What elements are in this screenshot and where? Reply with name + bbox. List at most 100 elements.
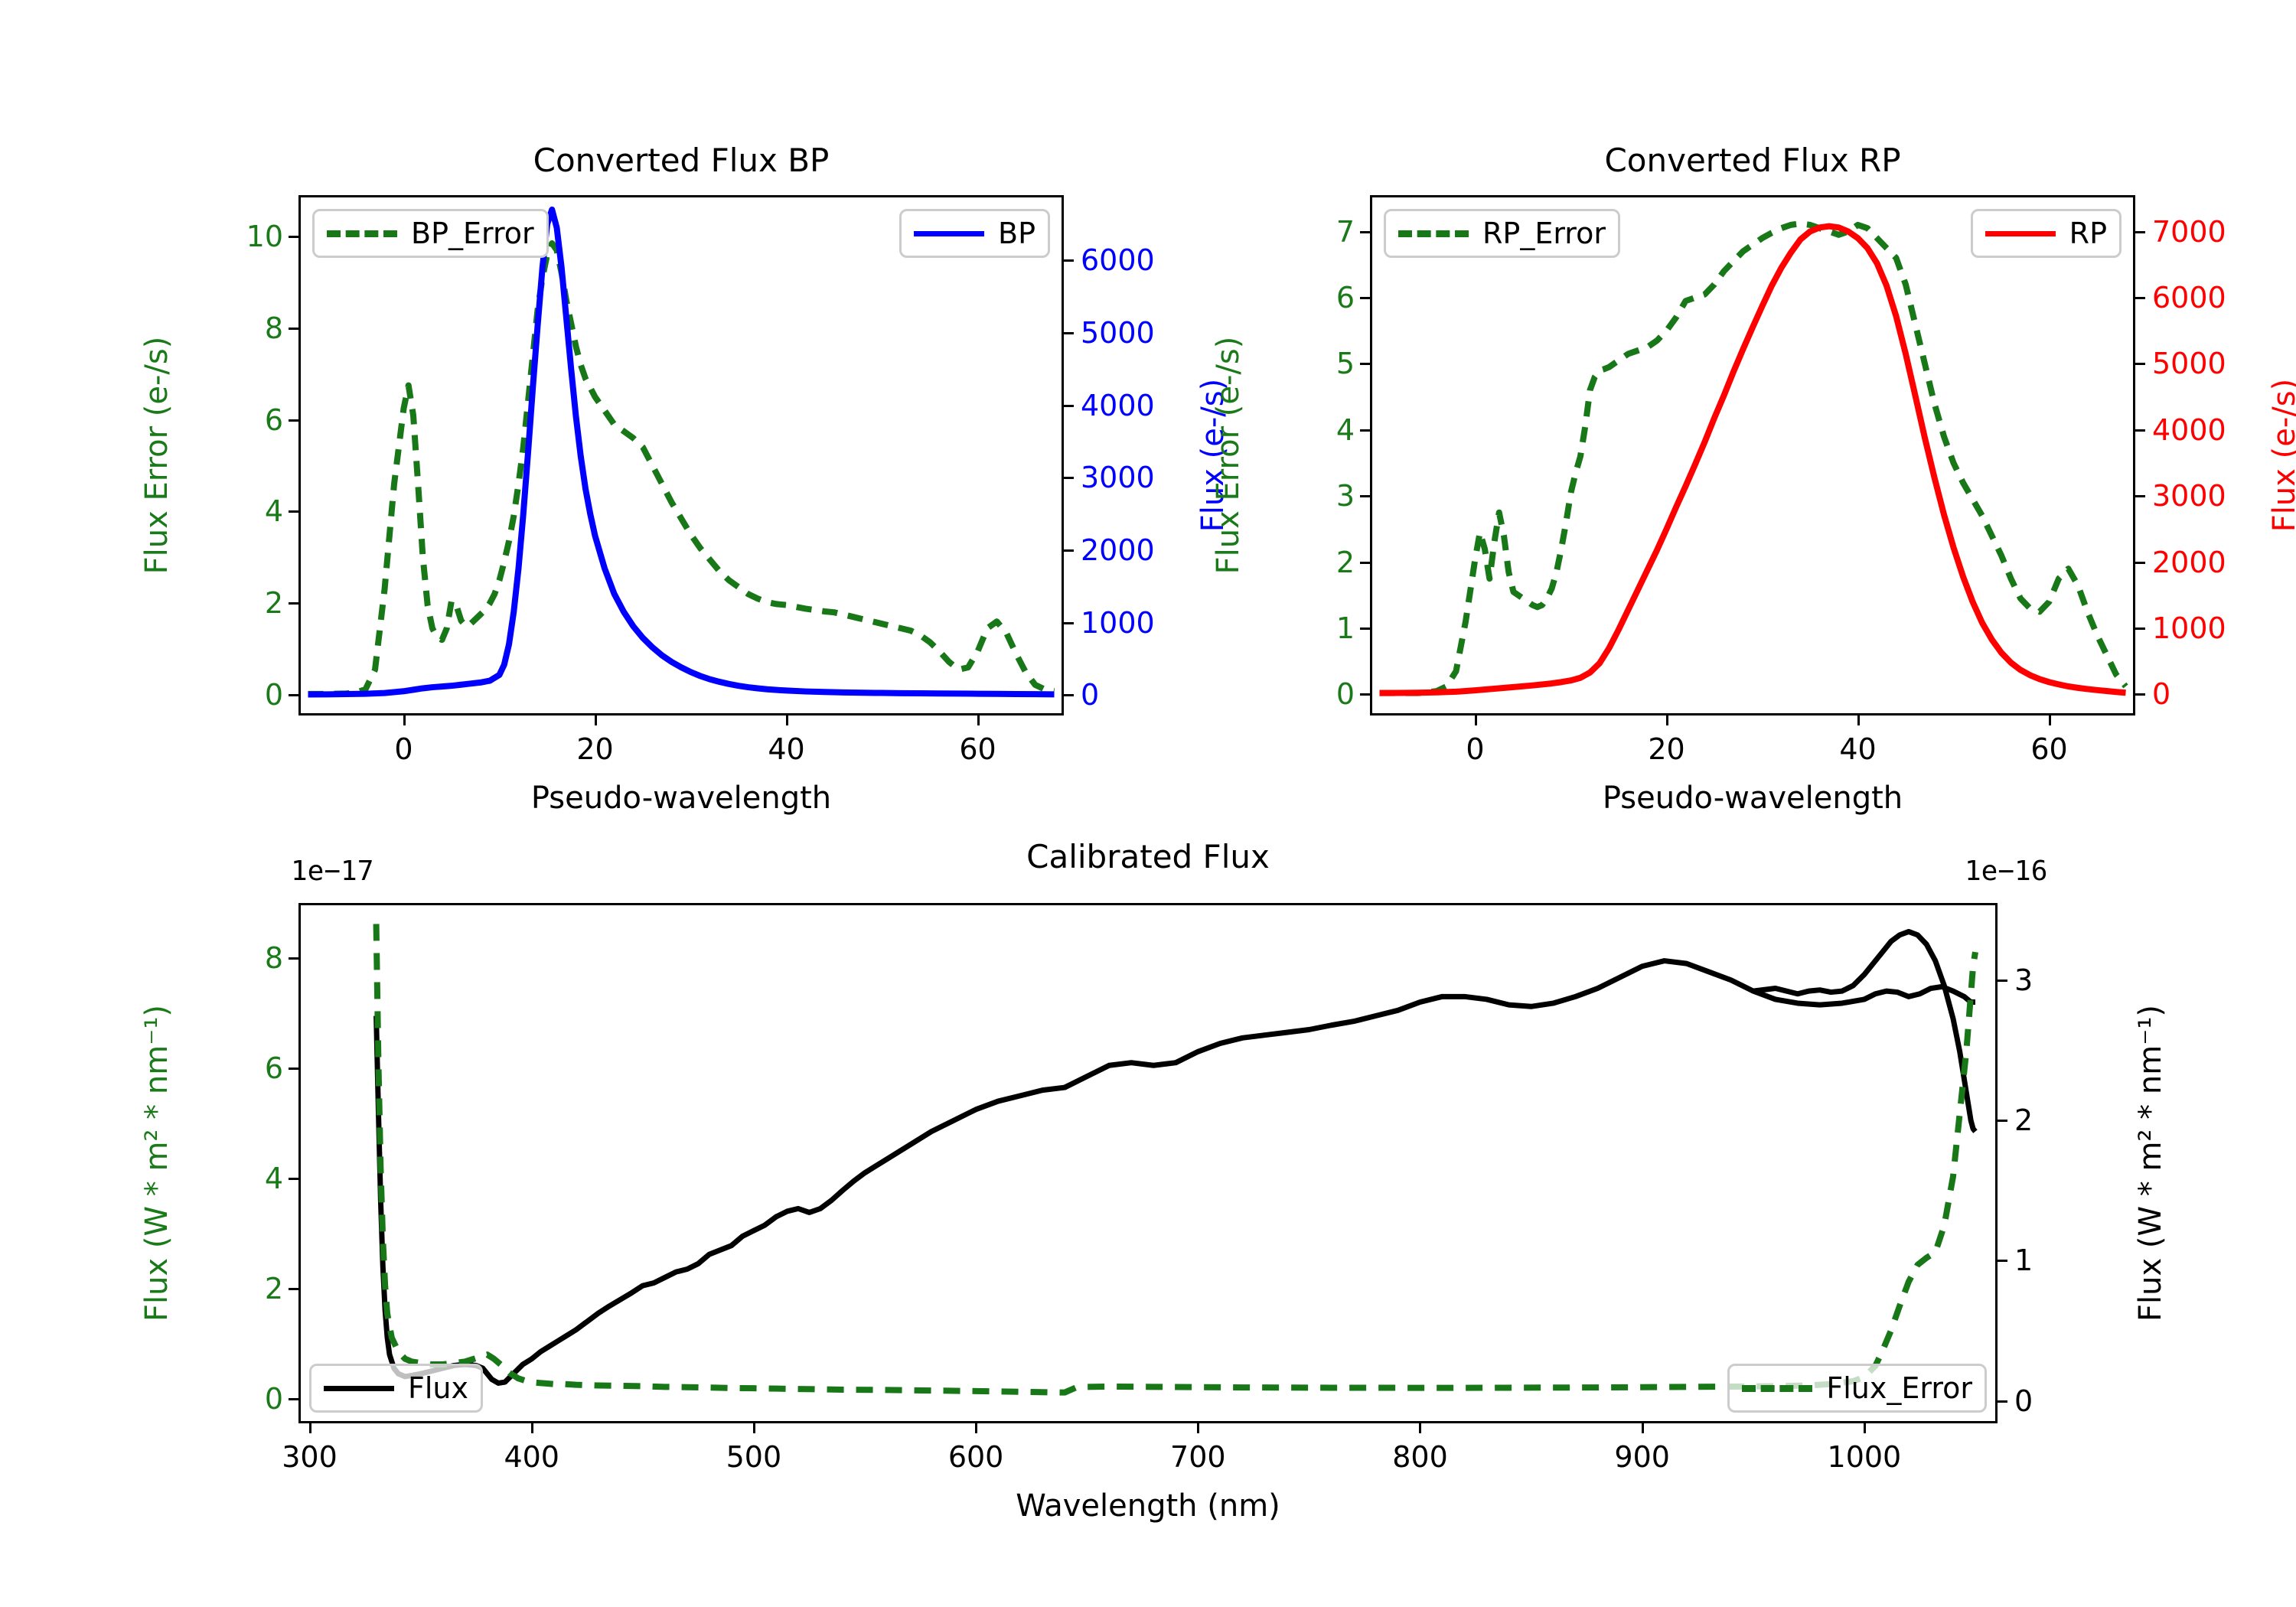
dashed-line-swatch-icon xyxy=(327,230,397,237)
dashed-line-swatch-icon xyxy=(1742,1384,1813,1392)
tick-label-y-left-rp: 0 xyxy=(1336,677,1355,712)
tick-mark-x-bp xyxy=(594,715,597,725)
tick-label-y-left-bp: 8 xyxy=(264,311,283,345)
tick-mark-y-right-rp xyxy=(2135,230,2145,233)
panel-converted-flux-bp: BP_Error BP xyxy=(298,195,1064,715)
tick-mark-x-rp xyxy=(2048,715,2051,725)
tick-label-y-right-rp: 5000 xyxy=(2152,347,2226,381)
axes-frame-calibrated xyxy=(298,903,1998,1423)
legend-label-flux-error: Flux_Error xyxy=(1826,1371,1972,1405)
tick-label-y-left-rp: 4 xyxy=(1336,412,1355,447)
legend-label-bp: BP xyxy=(998,217,1035,250)
legend-label-bp-error: BP_Error xyxy=(411,217,534,250)
tick-label-y-right-rp: 7000 xyxy=(2152,214,2226,249)
solid-line-swatch-icon xyxy=(914,230,985,236)
axis-title-y-left-bp: Flux Error (e-/s) xyxy=(139,336,174,575)
series-path xyxy=(1379,223,2126,696)
tick-mark-y-left-rp xyxy=(1360,296,1370,299)
tick-mark-x-cal xyxy=(1641,1423,1644,1433)
tick-label-y-left-bp: 6 xyxy=(264,403,283,437)
tick-label-y-left-rp: 2 xyxy=(1336,545,1355,579)
chart-title-bp: Converted Flux BP xyxy=(533,142,830,179)
tick-label-y-right-rp: 6000 xyxy=(2152,280,2226,315)
tick-mark-x-bp xyxy=(977,715,980,725)
tick-mark-x-cal xyxy=(752,1423,755,1433)
tick-mark-x-rp xyxy=(1474,715,1477,725)
tick-mark-x-cal xyxy=(975,1423,978,1433)
panel-calibrated-flux: Flux Flux_Error xyxy=(298,903,1998,1423)
solid-line-swatch-icon xyxy=(324,1385,394,1391)
tick-mark-x-cal xyxy=(308,1423,311,1433)
tick-label-y-left-cal: 6 xyxy=(264,1051,283,1085)
tick-label-y-left-rp: 1 xyxy=(1336,611,1355,645)
tick-mark-y-right-bp xyxy=(1064,331,1074,334)
axis-title-x-cal: Wavelength (nm) xyxy=(1016,1488,1280,1524)
legend-rp-flux[interactable]: RP xyxy=(1970,209,2122,258)
tick-label-y-left-rp: 7 xyxy=(1336,214,1355,249)
tick-label-y-left-cal: 8 xyxy=(264,940,283,975)
tick-label-y-left-cal: 2 xyxy=(264,1271,283,1305)
tick-mark-y-left-bp xyxy=(289,419,298,422)
tick-mark-y-left-rp xyxy=(1360,363,1370,366)
tick-label-x-rp: 0 xyxy=(1466,732,1485,766)
plot-area-rp xyxy=(1379,220,2128,696)
tick-mark-y-left-bp xyxy=(289,694,298,697)
legend-calibrated-flux[interactable]: Flux xyxy=(309,1364,483,1413)
tick-label-y-right-rp: 0 xyxy=(2152,677,2171,712)
tick-mark-y-right-bp xyxy=(1064,549,1074,553)
tick-mark-y-left-bp xyxy=(289,235,298,238)
tick-label-y-left-rp: 6 xyxy=(1336,280,1355,315)
chart-title-rp: Converted Flux RP xyxy=(1604,142,1901,179)
tick-label-y-left-bp: 10 xyxy=(246,219,283,253)
series-path xyxy=(308,206,1055,698)
tick-label-x-bp: 40 xyxy=(768,732,805,766)
legend-calibrated-flux-error[interactable]: Flux_Error xyxy=(1727,1364,1987,1413)
tick-mark-y-left-rp xyxy=(1360,561,1370,564)
tick-label-x-rp: 20 xyxy=(1648,732,1685,766)
tick-mark-x-bp xyxy=(785,715,788,725)
axis-title-y-right-cal: Flux (W * m² * nm⁻¹) xyxy=(2133,1005,2168,1322)
axes-frame-rp xyxy=(1370,195,2135,715)
tick-label-y-left-rp: 3 xyxy=(1336,479,1355,513)
tick-label-y-right-bp: 6000 xyxy=(1081,243,1155,278)
axis-title-y-right-rp: Flux (e-/s) xyxy=(2267,378,2296,533)
legend-label-rp: RP xyxy=(2069,217,2107,250)
tick-label-x-cal: 400 xyxy=(504,1440,559,1474)
series-path xyxy=(1379,220,2128,696)
tick-label-x-cal: 700 xyxy=(1170,1440,1226,1474)
tick-label-y-right-rp: 2000 xyxy=(2152,545,2226,579)
tick-mark-y-right-rp xyxy=(2135,296,2145,299)
tick-label-y-right-bp: 3000 xyxy=(1081,461,1155,495)
tick-mark-y-right-rp xyxy=(2135,495,2145,498)
tick-label-y-right-bp: 0 xyxy=(1081,678,1100,712)
tick-mark-y-right-rp xyxy=(2135,693,2145,696)
legend-bp-flux[interactable]: BP xyxy=(899,209,1050,258)
tick-label-y-right-bp: 1000 xyxy=(1081,605,1155,640)
tick-label-x-cal: 1000 xyxy=(1827,1440,1902,1474)
tick-mark-y-right-bp xyxy=(1064,621,1074,624)
tick-mark-y-right-bp xyxy=(1064,404,1074,407)
tick-label-y-right-bp: 5000 xyxy=(1081,315,1155,350)
tick-mark-y-left-rp xyxy=(1360,495,1370,498)
legend-rp-error[interactable]: RP_Error xyxy=(1384,209,1620,258)
tick-label-y-left-cal: 0 xyxy=(264,1381,283,1416)
tick-label-y-right-cal: 1 xyxy=(2014,1244,2033,1278)
legend-bp-error[interactable]: BP_Error xyxy=(312,209,549,258)
tick-mark-x-bp xyxy=(403,715,406,725)
legend-label-rp-error: RP_Error xyxy=(1482,217,1606,250)
axis-title-x-bp: Pseudo-wavelength xyxy=(530,781,832,816)
tick-label-y-right-cal: 3 xyxy=(2014,963,2033,997)
tick-mark-y-left-bp xyxy=(289,602,298,605)
tick-mark-y-right-rp xyxy=(2135,561,2145,564)
panel-converted-flux-rp: RP_Error RP xyxy=(1370,195,2135,715)
axis-title-x-rp: Pseudo-wavelength xyxy=(1602,781,1903,816)
tick-label-y-right-bp: 2000 xyxy=(1081,533,1155,568)
tick-label-y-right-rp: 1000 xyxy=(2152,611,2226,645)
tick-label-x-bp: 0 xyxy=(394,732,413,766)
tick-label-y-left-bp: 0 xyxy=(264,678,283,712)
tick-label-x-rp: 40 xyxy=(1839,732,1877,766)
tick-mark-y-right-bp xyxy=(1064,259,1074,262)
tick-label-y-right-rp: 3000 xyxy=(2152,479,2226,513)
tick-label-y-right-bp: 4000 xyxy=(1081,388,1155,422)
